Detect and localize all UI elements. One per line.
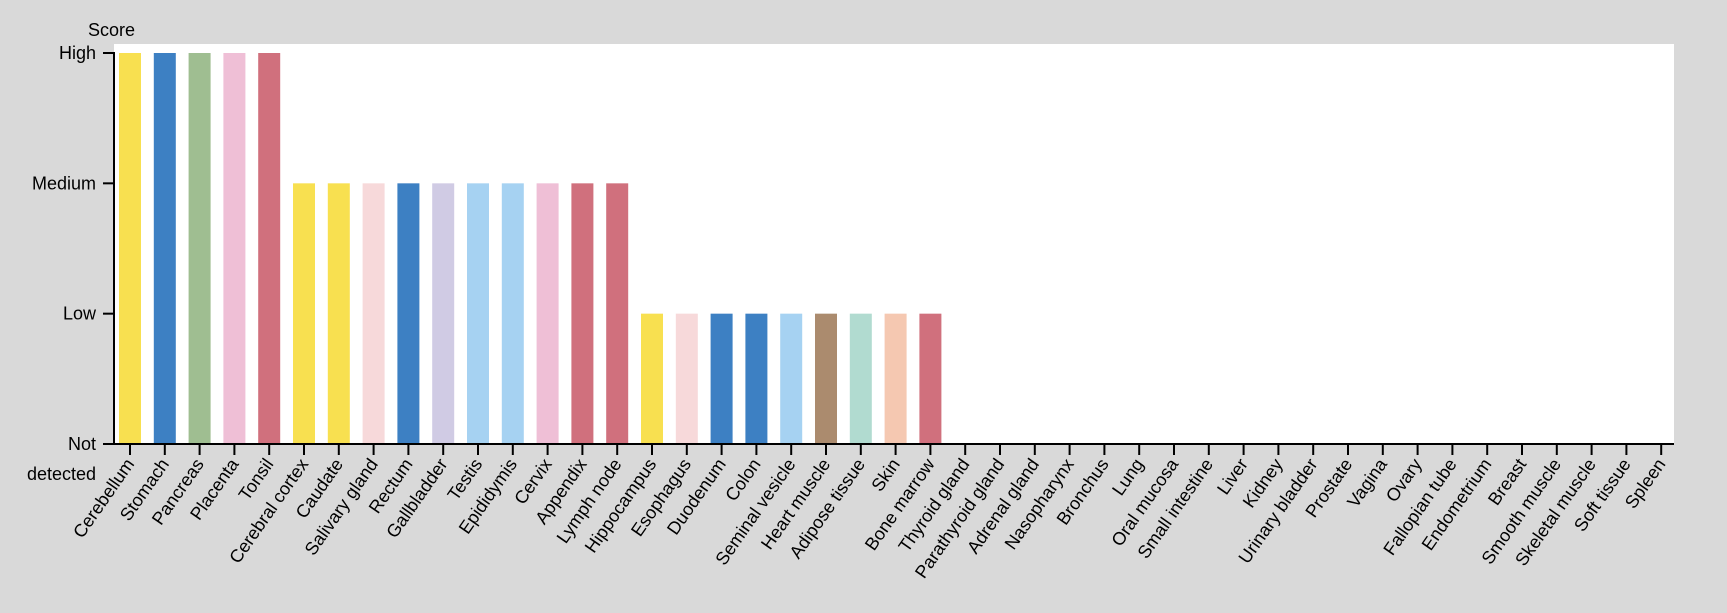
bar (293, 183, 315, 445)
y-tick-label-line: detected (27, 464, 96, 484)
bar (188, 53, 211, 444)
y-axis-title: Score (88, 20, 135, 40)
bar (710, 313, 733, 444)
bar (501, 183, 524, 445)
y-tick-label-line: High (59, 43, 96, 63)
bar (571, 183, 594, 445)
bar (849, 313, 872, 444)
y-tick-label: Not detected (27, 434, 96, 484)
bar (258, 53, 281, 444)
bar (432, 183, 455, 445)
bar (919, 313, 942, 444)
bar (467, 183, 489, 445)
bar (223, 53, 246, 444)
bar (780, 313, 803, 444)
bar (153, 53, 176, 444)
bar (884, 313, 907, 444)
y-tick-label-line: Not (68, 434, 96, 454)
y-tick-label: High (59, 43, 96, 63)
bar (119, 53, 141, 444)
bars (119, 53, 942, 445)
bar (745, 313, 768, 444)
x-axis-ticks: CerebellumStomachPancreasPlacentaTonsilC… (69, 444, 1669, 582)
bar (362, 183, 385, 445)
y-tick-label: Medium (32, 173, 96, 193)
bar (606, 183, 629, 445)
bar (675, 313, 698, 444)
y-axis-ticks: Not detected Low Medium High (27, 43, 114, 484)
bar (536, 183, 559, 445)
y-tick-label-line: Low (63, 304, 97, 324)
bar (327, 183, 350, 445)
bar (641, 313, 663, 444)
y-tick-label-line: Medium (32, 173, 96, 193)
y-tick-label: Low (63, 304, 97, 324)
bar (815, 313, 837, 444)
bar (397, 183, 420, 445)
